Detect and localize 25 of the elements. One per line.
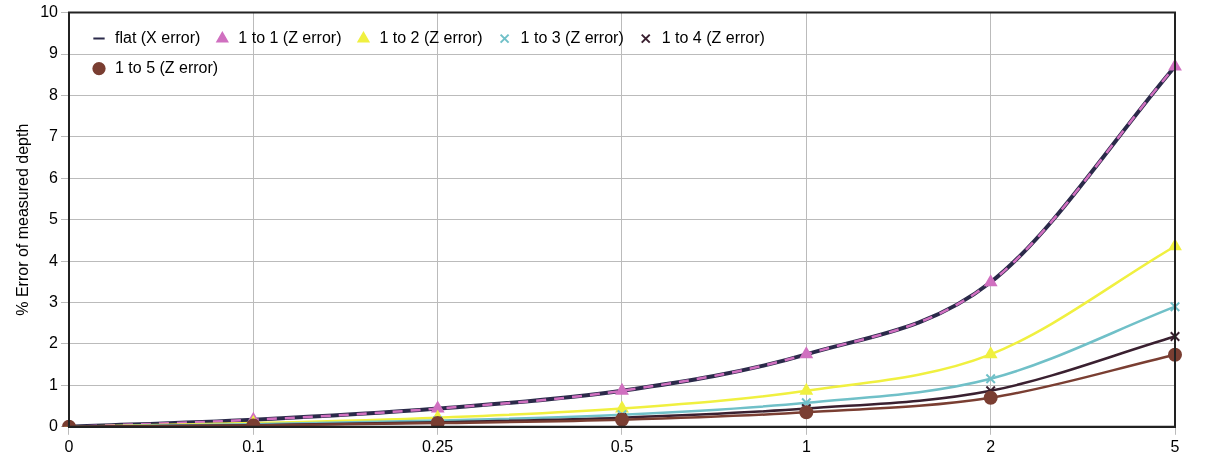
y-tick-label: 10 [40, 3, 59, 21]
x-tick-label: 0.25 [422, 437, 454, 455]
y-tick-label: 3 [49, 292, 59, 310]
y-tick-label: 0 [49, 417, 59, 435]
y-tick-label: 9 [49, 44, 59, 62]
y-tick-label: 4 [49, 251, 59, 269]
y-tick-label: 2 [49, 334, 59, 352]
y-axis-title: % Error of measured depth [14, 123, 32, 316]
y-tick-label: 6 [49, 168, 59, 186]
legend-label: flat (X error) [115, 29, 201, 47]
legend-label: 1 to 4 (Z error) [661, 29, 765, 47]
x-tick-label: 2 [986, 437, 996, 455]
legend-label: 1 to 3 (Z error) [520, 29, 624, 47]
x-tick-label: 1 [801, 437, 811, 455]
y-tick-label: 5 [49, 210, 59, 228]
legend-label: 1 to 1 (Z error) [238, 29, 342, 47]
y-tick-label: 8 [49, 85, 59, 103]
x-tick-label: 0 [64, 437, 74, 455]
x-tick-label: 5 [1170, 437, 1180, 455]
y-tick-label: 1 [49, 375, 59, 393]
x-tick-label: 0.5 [610, 437, 634, 455]
x-tick-label: 0.1 [242, 437, 265, 455]
y-tick-label: 7 [49, 127, 59, 145]
legend-label: 1 to 5 (Z error) [115, 59, 219, 77]
legend-label: 1 to 2 (Z error) [379, 29, 483, 47]
